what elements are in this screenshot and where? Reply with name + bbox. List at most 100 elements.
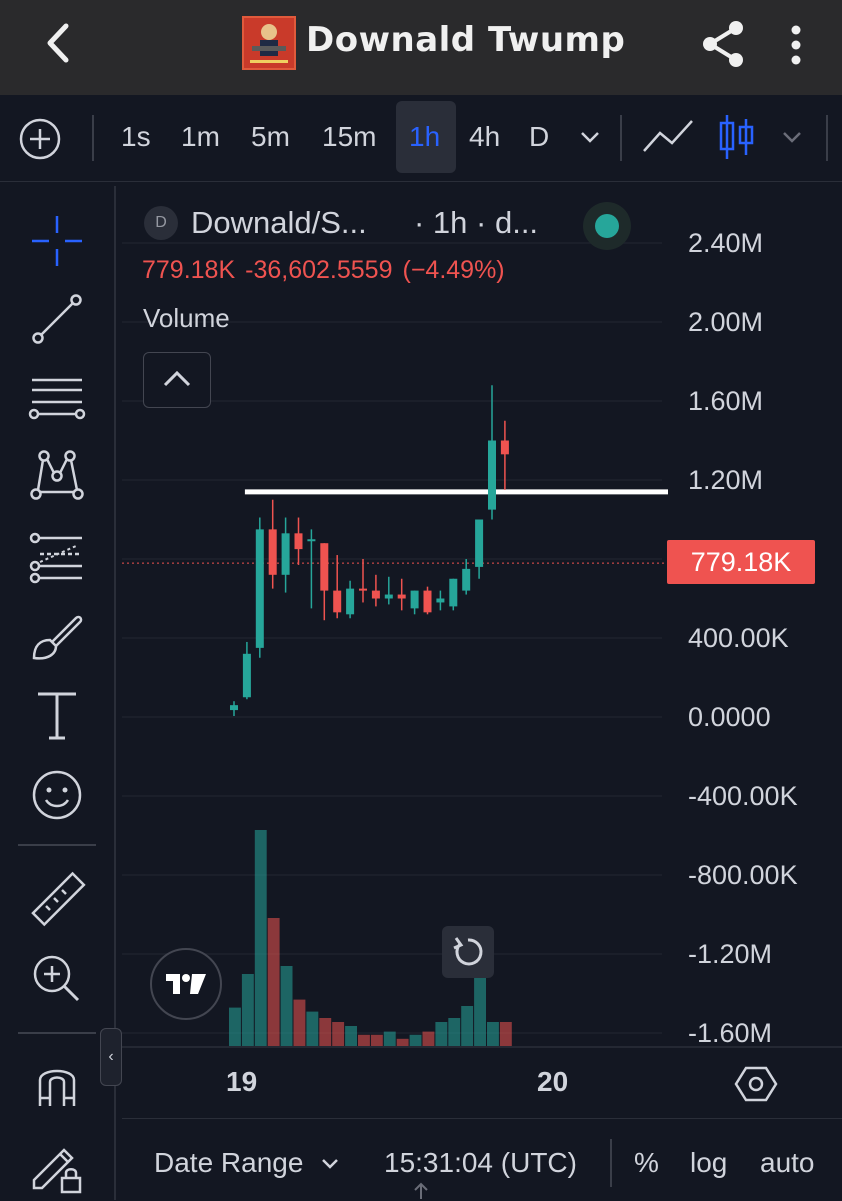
price-axis-label: 1.20M <box>688 465 764 495</box>
zoom-in-icon[interactable] <box>26 948 88 1010</box>
emoji-icon[interactable] <box>26 764 88 826</box>
lock-drawings-icon[interactable] <box>26 1134 88 1196</box>
ruler-icon[interactable] <box>26 868 88 930</box>
chart-canvas[interactable] <box>122 186 842 1116</box>
interval-toolbar: 1s 1m 5m 15m 1h 4h D <box>0 95 842 182</box>
chart-type-dropdown-chevron-icon[interactable] <box>780 127 804 147</box>
more-vertical-icon[interactable] <box>776 20 816 70</box>
trend-line-icon[interactable] <box>26 288 88 350</box>
legend-change-pct: (−4.49%) <box>402 256 505 284</box>
app-header: Downald Twump <box>0 0 842 95</box>
candle-body <box>371 590 380 599</box>
tradingview-logo[interactable] <box>150 948 222 1020</box>
horizontal-lines-icon[interactable] <box>26 368 88 430</box>
pattern-tool-icon[interactable] <box>26 446 88 508</box>
price-axis-label: -1.20M <box>688 939 773 969</box>
tradingview-logo-icon <box>166 974 206 994</box>
interval-15m[interactable]: 15m <box>322 121 377 152</box>
volume-bar <box>499 1022 512 1046</box>
date-range-label: Date Range <box>154 1147 304 1178</box>
candle-body <box>410 590 419 609</box>
volume-bar <box>461 1006 474 1046</box>
magnet-icon[interactable] <box>26 1054 88 1116</box>
token-avatar <box>242 16 296 70</box>
candle-body <box>242 653 251 698</box>
time-axis-label: 19 <box>226 1066 258 1097</box>
volume-bar <box>409 1034 422 1046</box>
add-indicator-button[interactable] <box>18 117 62 161</box>
volume-legend-label[interactable]: Volume <box>143 303 230 333</box>
line-chart-type-icon[interactable] <box>642 117 694 157</box>
back-button[interactable] <box>36 18 86 68</box>
candle-body <box>346 588 355 615</box>
candle-body <box>475 519 484 567</box>
chevron-down-icon <box>322 1159 339 1169</box>
time-zone-button[interactable]: 15:31:04 (UTC) <box>384 1147 577 1178</box>
volume-bar <box>306 1011 319 1046</box>
volume-bar <box>358 1034 370 1046</box>
volume-bar <box>487 1022 499 1046</box>
volume-bar <box>254 830 267 1046</box>
volume-bar <box>229 1007 241 1046</box>
volume-bar <box>435 1022 448 1046</box>
interval-dropdown-chevron-icon[interactable] <box>578 127 602 147</box>
volume-bar <box>332 1022 345 1046</box>
interval-1m[interactable]: 1m <box>181 121 220 152</box>
crosshair-icon[interactable] <box>26 210 88 272</box>
volume-bar <box>448 1018 461 1046</box>
candle-body <box>255 529 264 648</box>
volume-bar <box>422 1031 435 1046</box>
volume-bar <box>474 942 486 1046</box>
log-scale-button[interactable]: log <box>690 1147 728 1178</box>
price-axis-label: 2.40M <box>688 228 764 258</box>
price-axis-label: -1.60M <box>688 1018 773 1048</box>
volume-bar <box>267 918 280 1046</box>
candle-body <box>359 588 367 591</box>
share-icon[interactable] <box>698 18 750 70</box>
volume-bar <box>280 966 293 1046</box>
price-axis-label: 0.0000 <box>688 702 771 732</box>
toolbar-divider <box>18 1032 96 1034</box>
date-range-button[interactable]: Date Range <box>154 1147 341 1179</box>
collapse-toolbar-button[interactable]: ‹ <box>100 1028 122 1086</box>
forecast-tool-icon[interactable] <box>26 526 88 588</box>
interval-1s[interactable]: 1s <box>121 121 151 152</box>
collapse-legend-button[interactable] <box>143 352 211 408</box>
candle-body <box>436 598 445 603</box>
toolbar-divider <box>826 115 828 161</box>
price-axis-label: -800.00K <box>688 860 798 890</box>
auto-scale-button[interactable]: auto <box>760 1147 815 1178</box>
price-axis-label: -400.00K <box>688 781 798 811</box>
price-axis-label: 400.00K <box>688 623 789 653</box>
symbol-name[interactable]: Downald/S... <box>191 205 367 240</box>
toolbar-divider <box>18 844 96 846</box>
volume-bar <box>293 999 306 1046</box>
interval-1h[interactable]: 1h <box>409 121 441 152</box>
price-axis-label: 2.00M <box>688 307 764 337</box>
market-status-indicator[interactable] <box>583 202 631 250</box>
interval-5m[interactable]: 5m <box>251 121 290 152</box>
candle-body <box>488 440 496 510</box>
candle-body <box>449 578 458 607</box>
toolbar-divider <box>620 115 622 161</box>
legend-values: 779.18K -36,602.5559 (−4.49%) <box>142 256 515 285</box>
reset-chart-button[interactable] <box>442 926 494 978</box>
legend-price: 779.18K <box>142 256 236 284</box>
volume-bar <box>319 1018 332 1046</box>
percent-scale-button[interactable]: % <box>634 1147 659 1178</box>
interval-d[interactable]: D <box>529 121 550 152</box>
time-axis-label: 20 <box>537 1066 569 1097</box>
chart-area[interactable] <box>122 186 842 1116</box>
text-tool-icon[interactable] <box>26 684 88 746</box>
candle-body <box>294 533 303 550</box>
chart-settings-icon[interactable] <box>734 1062 778 1106</box>
candles-chart-type-icon[interactable] <box>716 113 756 161</box>
candle-body <box>384 594 393 599</box>
symbol-badge: D <box>144 206 178 240</box>
interval-4h[interactable]: 4h <box>469 121 501 152</box>
bottom-toolbar: Date Range 15:31:04 (UTC) % log auto <box>122 1118 842 1201</box>
candle-body <box>307 539 316 542</box>
brush-icon[interactable] <box>26 606 88 668</box>
candle-body <box>320 543 329 591</box>
chevron-up-icon <box>163 370 191 387</box>
